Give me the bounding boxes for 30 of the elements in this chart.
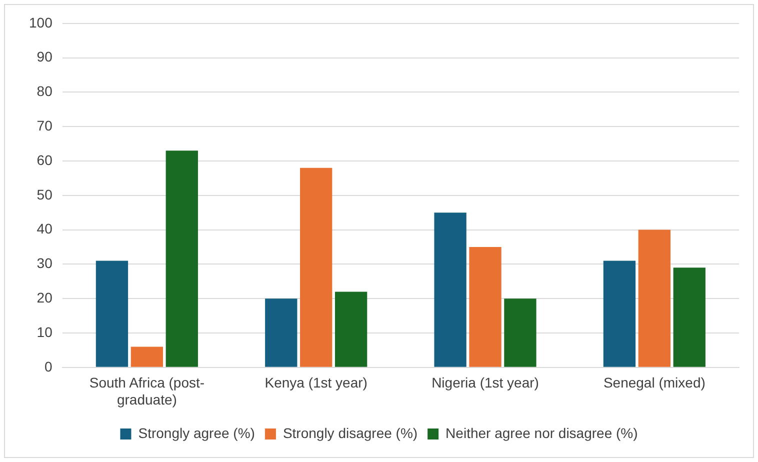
bar xyxy=(434,212,466,367)
bar xyxy=(673,268,706,367)
bar xyxy=(334,292,368,367)
bar xyxy=(504,298,536,367)
y-tick-label: 80 xyxy=(36,83,53,100)
y-tick-label: 70 xyxy=(36,117,53,134)
bar xyxy=(166,150,198,367)
x-tick-label: Nigeria (1st year) xyxy=(432,374,539,391)
y-tick-label: 100 xyxy=(29,14,53,30)
bar xyxy=(603,260,636,367)
y-tick-label: 0 xyxy=(44,358,53,374)
bar xyxy=(300,168,332,367)
y-tick-label: 30 xyxy=(36,255,53,272)
legend-label: Strongly agree (%) xyxy=(138,424,255,441)
bar xyxy=(638,230,670,367)
bar xyxy=(265,298,298,367)
y-tick-label: 60 xyxy=(36,152,53,168)
y-tick-label: 10 xyxy=(36,324,53,340)
legend-label: Strongly disagree (%) xyxy=(282,424,418,441)
y-tick-label: 90 xyxy=(36,48,53,65)
y-tick-label: 40 xyxy=(36,220,53,237)
bar xyxy=(96,260,128,367)
bar xyxy=(469,247,502,367)
x-tick-label: Kenya (1st year) xyxy=(264,374,368,391)
y-tick-label: 20 xyxy=(36,289,53,306)
y-tick-label: 50 xyxy=(36,186,53,202)
bar xyxy=(130,346,164,367)
x-tick-label: South Africa (post-graduate) xyxy=(89,374,205,408)
legend-label: Neither agree nor disagree (%) xyxy=(446,424,638,441)
x-tick-label: Senegal (mixed) xyxy=(603,374,706,391)
